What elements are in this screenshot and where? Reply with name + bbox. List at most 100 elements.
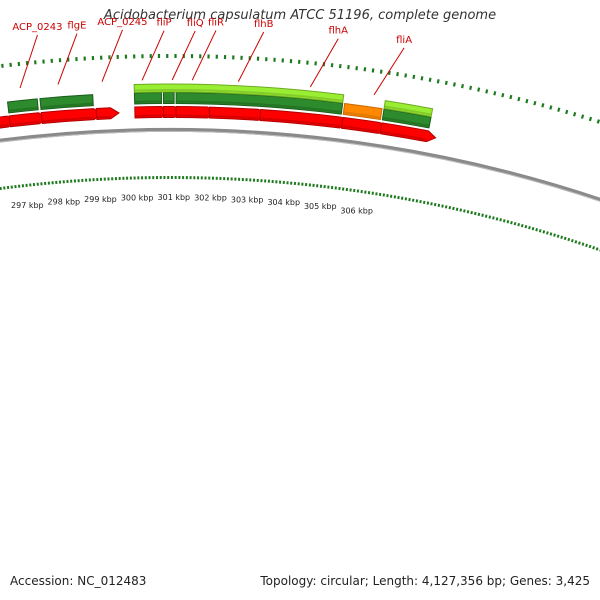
label-leader	[101, 29, 123, 82]
minor-tick	[393, 195, 397, 199]
backbone-layer	[0, 128, 600, 202]
minor-tick	[415, 199, 419, 203]
backbone-circle	[0, 128, 600, 202]
gene-feature-shade	[384, 105, 432, 116]
minor-tick	[592, 245, 596, 250]
gene-label: flhB	[254, 19, 274, 30]
minor-tick	[459, 208, 463, 212]
minor-tick	[484, 214, 488, 218]
cds-feature-shade	[259, 117, 340, 128]
minor-tick	[411, 198, 415, 202]
outer-tick	[436, 79, 440, 84]
label-leader	[237, 31, 265, 82]
minor-tick	[581, 242, 585, 246]
minor-tick	[426, 201, 430, 205]
minor-tick	[448, 205, 452, 210]
minor-tick	[595, 247, 599, 251]
cds-feature-shade	[176, 114, 208, 118]
cds-feature-shade	[42, 116, 95, 123]
gene-feature-shade	[176, 100, 342, 114]
minor-tick	[466, 210, 470, 214]
cds-feature-shade	[341, 125, 379, 133]
tick-layer: 297 kbp 298 kbp 299 kbp 300 kbp 301 kbp 302 k…	[0, 54, 600, 252]
label-leader	[309, 38, 339, 88]
kbp-label: 305 kbp	[304, 202, 337, 211]
outer-tick	[493, 91, 497, 96]
minor-tick	[517, 222, 521, 227]
minor-tick	[538, 229, 542, 233]
outer-tick	[387, 70, 391, 76]
minor-tick	[545, 231, 549, 235]
minor-tick	[549, 232, 553, 236]
cds-feature-shade	[0, 124, 9, 128]
minor-tick	[510, 220, 513, 225]
feature-layer	[0, 83, 437, 143]
minor-tick	[430, 202, 433, 206]
minor-tick	[513, 221, 517, 226]
label-leader	[57, 33, 78, 85]
label-leader	[19, 34, 38, 89]
outer-tick	[588, 116, 593, 122]
outer-tick	[444, 80, 448, 86]
gene-label: fliA	[396, 35, 412, 46]
label-leader	[171, 30, 196, 81]
map-title: Acidobacterium capsulatum ATCC 51196, co…	[103, 8, 497, 23]
minor-tick	[542, 230, 546, 234]
minor-tick	[437, 203, 441, 208]
label-leader	[373, 47, 405, 96]
backbone-highlight	[0, 131, 600, 202]
minor-tick	[570, 238, 574, 243]
minor-tick	[553, 233, 556, 237]
minor-tick	[433, 202, 437, 207]
minor-tick	[535, 228, 539, 232]
minor-tick	[441, 204, 444, 208]
accession-text: Accession: NC_012483	[10, 574, 147, 588]
outer-tick	[533, 100, 537, 106]
minor-tick	[455, 207, 459, 211]
minor-tick	[463, 209, 466, 213]
minor-tick	[563, 236, 567, 241]
outer-tick	[580, 114, 585, 119]
gene-feature-shade	[40, 102, 94, 109]
outer-tick	[517, 96, 521, 102]
minor-tick	[531, 226, 535, 231]
outer-tick	[565, 109, 569, 115]
minor-tick	[574, 240, 578, 244]
label-leader	[191, 30, 217, 81]
minor-tick	[470, 210, 473, 215]
minor-tick	[452, 206, 455, 211]
gene-label: ACP_0243	[12, 22, 62, 33]
minor-tick	[499, 218, 502, 222]
outer-tick	[477, 87, 481, 92]
cds-feature-shade	[380, 130, 427, 141]
minor-tick	[473, 211, 477, 216]
minor-tick	[588, 244, 592, 249]
minor-tick	[492, 216, 495, 220]
minor-tick	[556, 234, 560, 238]
minor-tick	[444, 205, 448, 209]
outer-tick	[355, 66, 359, 71]
minor-tick	[528, 225, 531, 230]
outer-tick	[549, 105, 553, 110]
kbp-label: 300 kbp	[121, 193, 154, 202]
outer-tick	[371, 68, 375, 73]
minor-tick	[578, 241, 581, 245]
outer-tick	[469, 85, 473, 91]
gene-label: fliQ	[187, 18, 204, 29]
gene-label: fliR	[208, 17, 224, 28]
minor-tick	[400, 196, 404, 200]
gene-feature-shade	[382, 116, 430, 127]
gene-label: flhA	[328, 26, 348, 37]
label-layer: ACP_0243 flgE ACP_0245 fliP fliQ fliR flhB flhA…	[12, 17, 412, 96]
kbp-label: 299 kbp	[84, 195, 117, 204]
outer-tick	[485, 89, 489, 94]
minor-tick	[520, 223, 524, 228]
outer-tick	[396, 72, 399, 77]
gene-label: fliP	[156, 18, 171, 29]
kbp-label: 302 kbp	[194, 194, 227, 203]
minor-tick	[408, 197, 411, 202]
kbp-label: 297 kbp	[11, 201, 44, 210]
outer-tick	[379, 69, 383, 74]
outer-tick	[461, 83, 464, 89]
